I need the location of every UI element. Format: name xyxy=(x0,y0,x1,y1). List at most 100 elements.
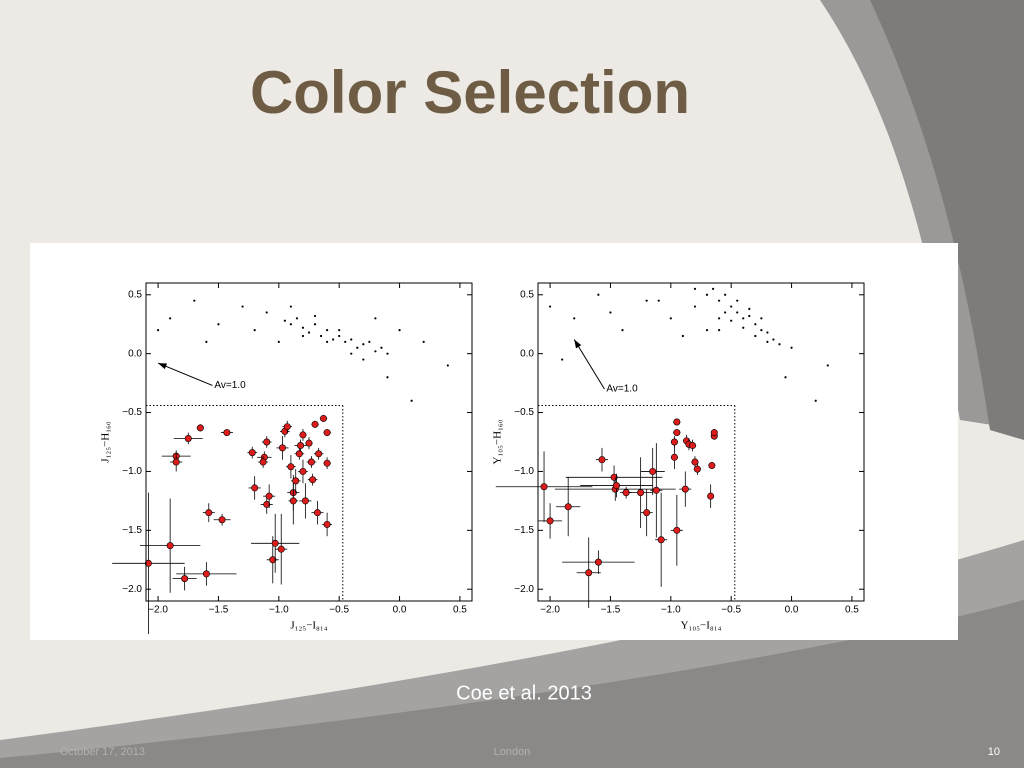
field-point xyxy=(344,340,347,343)
field-point xyxy=(374,350,377,353)
point xyxy=(708,462,716,470)
y-tick-label: 0.5 xyxy=(128,289,142,300)
point xyxy=(637,489,645,497)
x-tick-label: −2.0 xyxy=(540,605,560,616)
point xyxy=(594,558,602,566)
arrow-head xyxy=(158,363,168,370)
x-tick-label: 0.5 xyxy=(453,605,467,616)
y-tick-label: −1.0 xyxy=(514,466,534,477)
field-point xyxy=(754,323,757,326)
point xyxy=(598,456,606,464)
field-point xyxy=(790,346,793,349)
arrow-label: Av=1.0 xyxy=(606,384,638,395)
y-tick-label: 0.5 xyxy=(520,289,534,300)
arrow-head xyxy=(574,339,582,349)
y-tick-label: 0.0 xyxy=(520,348,534,359)
field-point xyxy=(724,311,727,314)
point xyxy=(546,517,554,525)
point xyxy=(670,438,678,446)
field-point xyxy=(398,329,401,332)
field-point xyxy=(766,331,769,334)
x-tick-label: −1.5 xyxy=(209,605,229,616)
field-point xyxy=(301,326,305,329)
point xyxy=(297,442,305,450)
field-point xyxy=(772,338,775,341)
footer-center: London xyxy=(494,746,531,758)
point xyxy=(263,500,271,508)
point xyxy=(673,526,681,534)
field-point xyxy=(193,299,196,302)
field-point xyxy=(446,364,449,367)
point xyxy=(540,483,548,491)
field-point xyxy=(724,293,727,296)
y-tick-label: −1.5 xyxy=(514,525,534,536)
point xyxy=(181,575,189,583)
point xyxy=(287,463,295,471)
x-tick-label: 0.0 xyxy=(393,605,407,616)
field-point xyxy=(597,293,600,296)
field-point xyxy=(241,305,244,308)
y-tick-label: −1.5 xyxy=(122,525,142,536)
point xyxy=(622,489,630,497)
point xyxy=(269,556,277,564)
point xyxy=(202,570,210,578)
plot-frame xyxy=(537,282,865,602)
field-point xyxy=(283,319,286,322)
field-point xyxy=(742,317,745,320)
x-tick-label: −2.0 xyxy=(148,605,168,616)
point xyxy=(323,429,331,437)
field-point xyxy=(326,329,329,332)
point xyxy=(309,476,317,484)
point xyxy=(689,442,697,450)
footer-date: October 17, 2013 xyxy=(60,746,145,758)
point xyxy=(184,434,192,442)
point xyxy=(649,467,657,475)
y-tick-label: −1.0 xyxy=(122,466,142,477)
page-number: 10 xyxy=(988,746,1000,758)
bottom-band-dark xyxy=(0,600,1024,768)
field-point xyxy=(277,340,280,343)
field-point xyxy=(326,340,329,343)
field-point xyxy=(380,346,383,349)
field-point xyxy=(609,311,612,314)
point xyxy=(292,477,300,485)
field-point xyxy=(814,399,817,402)
field-point xyxy=(730,305,733,308)
caption: Coe et al. 2013 xyxy=(456,682,592,704)
point xyxy=(301,497,309,505)
x-tick-label: −1.0 xyxy=(269,605,289,616)
point xyxy=(166,542,174,550)
field-point xyxy=(711,287,715,290)
y-tick-label: −0.5 xyxy=(514,407,534,418)
field-point xyxy=(356,346,359,349)
x-tick-label: −0.5 xyxy=(329,605,349,616)
x-tick-label: −1.0 xyxy=(661,605,681,616)
field-point xyxy=(332,338,335,341)
arrow-label: Av=1.0 xyxy=(214,380,246,391)
field-point xyxy=(736,311,739,314)
y-tick-label: −2.0 xyxy=(514,584,534,595)
y-tick-label: −0.5 xyxy=(122,407,142,418)
field-point xyxy=(386,376,389,379)
point xyxy=(305,439,313,447)
swoosh-dark xyxy=(870,0,1024,440)
point xyxy=(196,424,204,432)
field-point xyxy=(422,340,425,343)
point xyxy=(205,509,213,517)
field-point xyxy=(289,305,292,308)
field-point xyxy=(736,299,739,302)
point xyxy=(311,420,319,428)
x-axis-label: Y₁₀₅−I₈₁₄ xyxy=(681,620,722,632)
field-point xyxy=(338,334,341,338)
point xyxy=(323,520,331,528)
field-point xyxy=(169,317,172,320)
point xyxy=(172,458,180,466)
field-point xyxy=(362,343,365,346)
point xyxy=(263,438,271,446)
point xyxy=(307,458,315,466)
field-point xyxy=(748,314,751,318)
field-point xyxy=(705,293,709,296)
field-point xyxy=(362,358,365,361)
